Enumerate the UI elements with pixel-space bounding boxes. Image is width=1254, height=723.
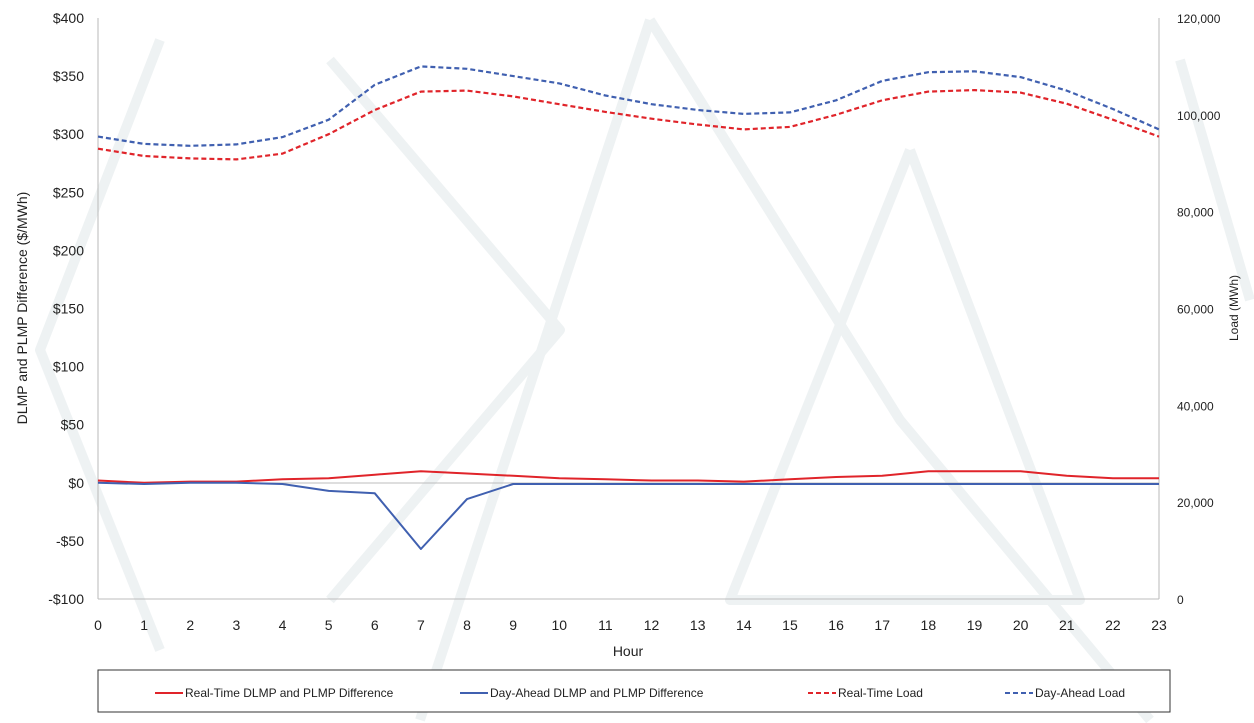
x-tick-label: 7 bbox=[417, 617, 425, 633]
x-tick-label: 1 bbox=[140, 617, 148, 633]
right-y-tick-label: 60,000 bbox=[1177, 303, 1214, 317]
left-y-tick-label: $50 bbox=[61, 417, 85, 433]
left-y-tick-label: -$100 bbox=[48, 591, 84, 607]
series-line bbox=[97, 470, 1159, 484]
left-y-tick-label: $350 bbox=[53, 68, 84, 84]
x-tick-label: 8 bbox=[463, 617, 471, 633]
legend-items: Real-Time DLMP and PLMP Difference Day-Ah… bbox=[155, 686, 1125, 700]
left-y-tick-label: $100 bbox=[53, 359, 84, 375]
x-tick-label: 6 bbox=[371, 617, 379, 633]
left-y-tick-label: $300 bbox=[53, 126, 84, 142]
x-tick-label: 5 bbox=[325, 617, 333, 633]
x-tick-label: 17 bbox=[874, 617, 890, 633]
plot-area: $400 $350 $300 $250 $200 $150 $100 $50 $0 -$50 -$1… bbox=[48, 10, 1221, 633]
x-tick-label: 15 bbox=[782, 617, 798, 633]
x-tick-label: 3 bbox=[232, 617, 240, 633]
legend-box bbox=[97, 669, 1171, 713]
series-line bbox=[97, 65, 1160, 147]
x-tick-label: 4 bbox=[279, 617, 287, 633]
series-layer bbox=[97, 65, 1160, 550]
x-axis-title: Hour bbox=[613, 643, 644, 659]
left-y-tick-label: $0 bbox=[68, 475, 84, 491]
series-line bbox=[97, 481, 1159, 550]
left-y-tick-label: $150 bbox=[53, 301, 84, 317]
x-tick-label: 0 bbox=[94, 617, 102, 633]
left-y-ticks: $400 $350 $300 $250 $200 $150 $100 $50 $0 -$50 -$1… bbox=[48, 10, 84, 607]
x-tick-label: 9 bbox=[509, 617, 517, 633]
left-y-tick-label: -$50 bbox=[56, 533, 84, 549]
x-ticks: 0 1 2 3 4 5 6 7 8 9 10 11 12 13 14 15 16 17 18 19 20 21 22 23 bbox=[94, 617, 1167, 633]
x-tick-label: 12 bbox=[644, 617, 660, 633]
x-tick-label: 23 bbox=[1151, 617, 1167, 633]
left-y-axis-title: DLMP and PLMP Difference ($/MWh) bbox=[14, 192, 30, 425]
right-y-ticks: 120,000 100,000 80,000 60,000 40,000 20,000 0 bbox=[1177, 12, 1221, 607]
x-tick-label: 22 bbox=[1105, 617, 1121, 633]
series-line bbox=[97, 88, 1160, 161]
right-y-axis-title: Load (MWh) bbox=[1227, 275, 1241, 341]
right-y-tick-label: 0 bbox=[1177, 593, 1184, 607]
x-tick-label: 11 bbox=[598, 617, 613, 633]
legend-label: Real-Time DLMP and PLMP Difference bbox=[185, 686, 394, 700]
left-y-tick-label: $200 bbox=[53, 242, 84, 258]
x-tick-label: 21 bbox=[1059, 617, 1075, 633]
x-tick-label: 20 bbox=[1013, 617, 1029, 633]
x-tick-label: 19 bbox=[967, 617, 983, 633]
legend: Real-Time DLMP and PLMP Difference Day-Ah… bbox=[97, 669, 1171, 713]
x-tick-label: 2 bbox=[186, 617, 194, 633]
left-y-tick-label: $400 bbox=[53, 10, 84, 26]
legend-label: Day-Ahead DLMP and PLMP Difference bbox=[490, 686, 704, 700]
right-y-tick-label: 40,000 bbox=[1177, 399, 1214, 413]
legend-label: Real-Time Load bbox=[838, 686, 923, 700]
right-y-tick-label: 120,000 bbox=[1177, 12, 1221, 26]
right-y-tick-label: 100,000 bbox=[1177, 109, 1221, 123]
x-tick-label: 13 bbox=[690, 617, 706, 633]
right-y-tick-label: 20,000 bbox=[1177, 496, 1214, 510]
legend-label: Day-Ahead Load bbox=[1035, 686, 1125, 700]
x-tick-label: 18 bbox=[921, 617, 937, 633]
left-y-tick-label: $250 bbox=[53, 184, 84, 200]
x-tick-label: 16 bbox=[828, 617, 844, 633]
background-watermark bbox=[35, 17, 1254, 723]
x-tick-label: 10 bbox=[552, 617, 568, 633]
x-tick-label: 14 bbox=[736, 617, 752, 633]
right-y-tick-label: 80,000 bbox=[1177, 206, 1214, 220]
